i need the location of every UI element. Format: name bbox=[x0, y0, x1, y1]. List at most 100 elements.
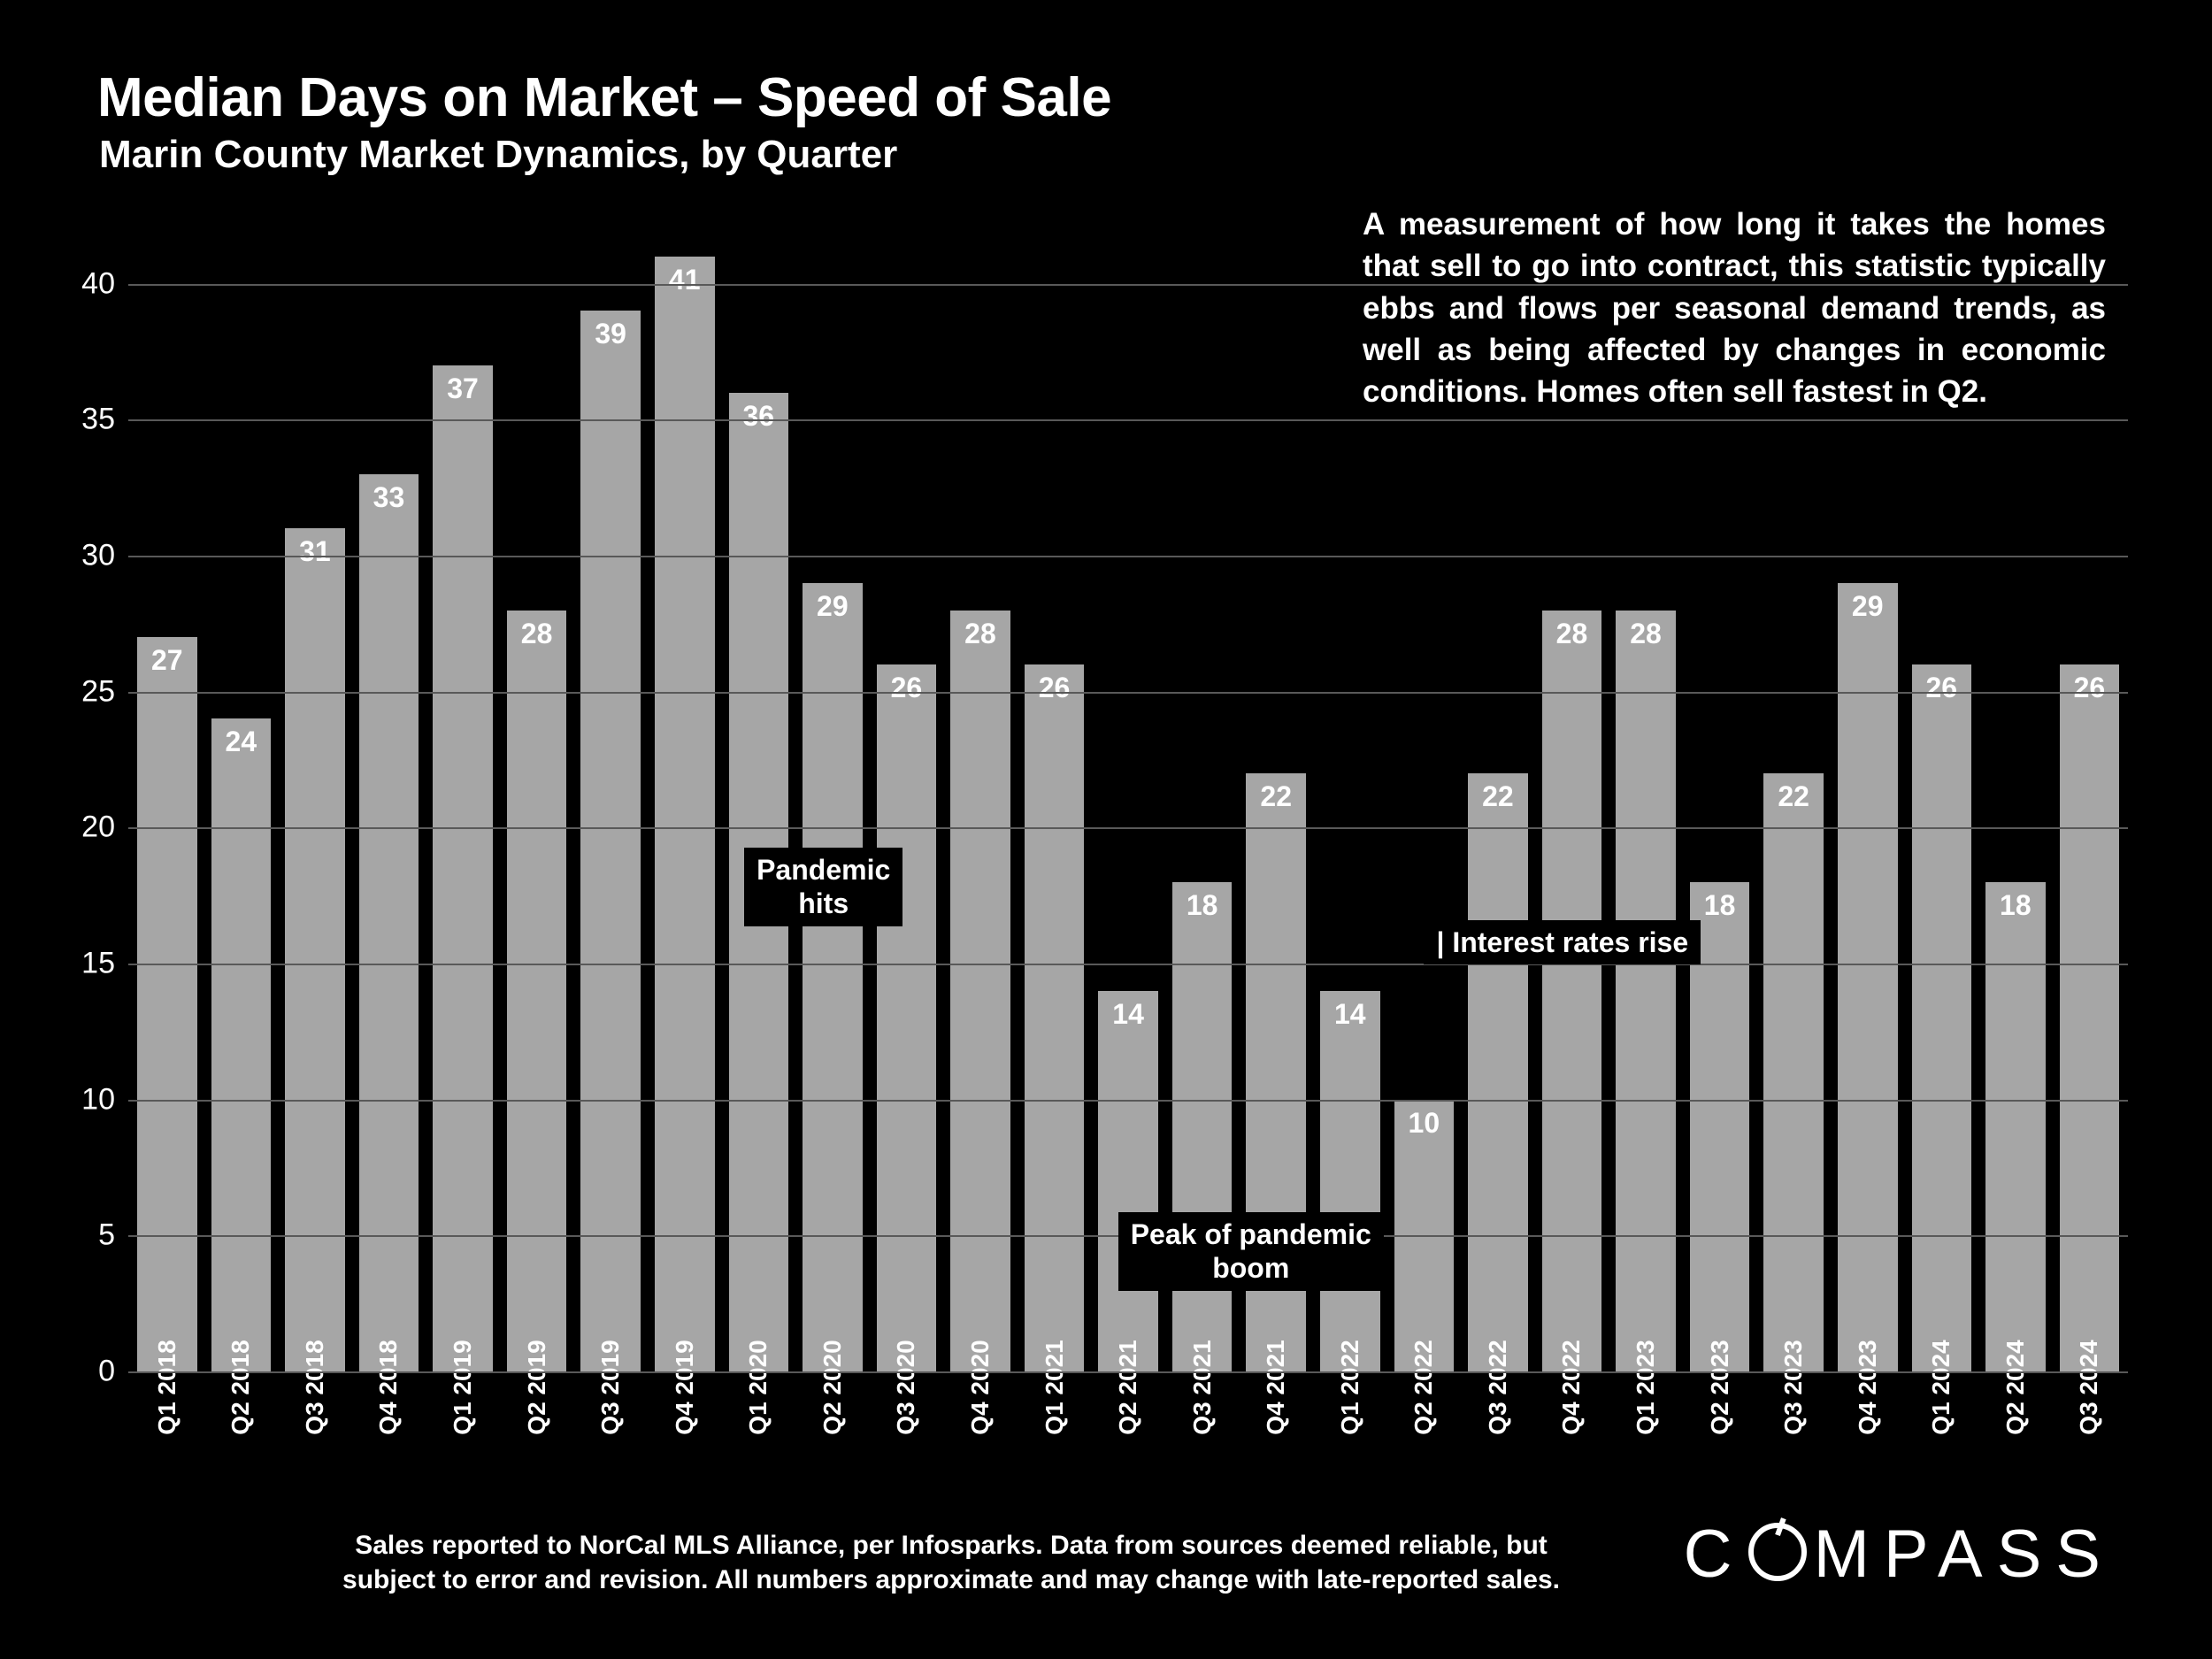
gridline bbox=[128, 692, 2128, 694]
bar: 18 bbox=[1172, 882, 1233, 1371]
bar-slot: 14Q1 2022 bbox=[1320, 257, 1380, 1371]
plot-area: 27Q1 201824Q2 201831Q3 201833Q4 201837Q1… bbox=[128, 257, 2128, 1371]
x-axis-label: Q2 2021 bbox=[1114, 1340, 1142, 1434]
bar-value-label: 18 bbox=[1704, 889, 1736, 922]
bar: 26 bbox=[1912, 664, 1972, 1371]
y-axis-label: 5 bbox=[98, 1218, 115, 1253]
bar-chart: 0510152025303540 27Q1 201824Q2 201831Q3 … bbox=[71, 257, 2132, 1371]
x-axis-label: Q1 2022 bbox=[1336, 1340, 1364, 1434]
bar: 26 bbox=[2060, 664, 2120, 1371]
bar: 26 bbox=[1025, 664, 1085, 1371]
bar: 14 bbox=[1320, 991, 1380, 1371]
bar-value-label: 26 bbox=[891, 672, 923, 704]
bar-value-label: 14 bbox=[1112, 998, 1144, 1031]
bar-value-label: 33 bbox=[373, 481, 405, 514]
x-axis-label: Q1 2019 bbox=[449, 1340, 477, 1434]
x-axis-label: Q2 2018 bbox=[227, 1340, 255, 1434]
bar: 29 bbox=[803, 583, 863, 1371]
compass-icon bbox=[1748, 1523, 1807, 1581]
bar-value-label: 27 bbox=[151, 644, 183, 677]
gridline bbox=[128, 556, 2128, 557]
x-axis-label: Q3 2022 bbox=[1484, 1340, 1512, 1434]
gridline bbox=[128, 1100, 2128, 1102]
gridline bbox=[128, 284, 2128, 286]
y-axis-label: 15 bbox=[81, 947, 115, 981]
bar-slot: 28Q4 2020 bbox=[950, 257, 1010, 1371]
bar-value-label: 39 bbox=[595, 318, 626, 350]
x-axis-label: Q1 2023 bbox=[1632, 1340, 1660, 1434]
bar-slot: 26Q3 2024 bbox=[2060, 257, 2120, 1371]
bar-slot: 18Q3 2021 bbox=[1172, 257, 1233, 1371]
bar-slot: 39Q3 2019 bbox=[580, 257, 641, 1371]
gridline bbox=[128, 827, 2128, 829]
bar-value-label: 26 bbox=[1039, 672, 1071, 704]
bar: 28 bbox=[950, 611, 1010, 1371]
bar: 29 bbox=[1838, 583, 1898, 1371]
bar-slot: 31Q3 2018 bbox=[285, 257, 345, 1371]
y-axis-label: 30 bbox=[81, 539, 115, 573]
bar-slot: 10Q2 2022 bbox=[1394, 257, 1455, 1371]
y-axis-label: 20 bbox=[81, 810, 115, 845]
bar-value-label: 29 bbox=[1852, 590, 1884, 623]
bar-value-label: 22 bbox=[1778, 780, 1809, 813]
gridline bbox=[128, 1371, 2128, 1373]
logo-letter: C bbox=[1684, 1516, 1747, 1593]
y-axis-label: 10 bbox=[81, 1082, 115, 1117]
bar-slot: 41Q4 2019 bbox=[655, 257, 715, 1371]
bar-value-label: 22 bbox=[1482, 780, 1514, 813]
bar-value-label: 26 bbox=[2074, 672, 2106, 704]
bar: 24 bbox=[211, 718, 272, 1371]
chart-annotation: Pandemichits bbox=[744, 848, 902, 926]
x-axis-label: Q3 2021 bbox=[1188, 1340, 1217, 1434]
x-axis-label: Q4 2018 bbox=[374, 1340, 403, 1434]
x-axis-label: Q3 2023 bbox=[1779, 1340, 1808, 1434]
chart-title: Median Days on Market – Speed of Sale bbox=[97, 66, 1111, 129]
bar-slot: 28Q4 2022 bbox=[1542, 257, 1602, 1371]
bar-slot: 22Q4 2021 bbox=[1246, 257, 1306, 1371]
gridline bbox=[128, 964, 2128, 965]
bar: 28 bbox=[1542, 611, 1602, 1371]
x-axis-label: Q2 2022 bbox=[1409, 1340, 1438, 1434]
x-axis-label: Q1 2021 bbox=[1041, 1340, 1069, 1434]
bar-slot: 26Q1 2024 bbox=[1912, 257, 1972, 1371]
gridline bbox=[128, 419, 2128, 421]
x-axis-label: Q1 2020 bbox=[744, 1340, 772, 1434]
x-axis-label: Q2 2024 bbox=[2001, 1340, 2030, 1434]
x-axis-label: Q2 2019 bbox=[523, 1340, 551, 1434]
bar-slot: 37Q1 2019 bbox=[433, 257, 493, 1371]
bar-slot: 28Q2 2019 bbox=[507, 257, 567, 1371]
x-axis-label: Q4 2020 bbox=[966, 1340, 995, 1434]
bar-value-label: 10 bbox=[1409, 1107, 1440, 1140]
footnote-text: Sales reported to NorCal MLS Alliance, p… bbox=[319, 1528, 1584, 1597]
bar-value-label: 14 bbox=[1334, 998, 1366, 1031]
x-axis-label: Q3 2020 bbox=[892, 1340, 920, 1434]
bar: 31 bbox=[285, 528, 345, 1371]
bar-slot: 29Q2 2020 bbox=[803, 257, 863, 1371]
chart-annotation: | Interest rates rise bbox=[1424, 920, 1701, 964]
compass-logo: C MPASS bbox=[1684, 1516, 2115, 1593]
bar: 28 bbox=[1616, 611, 1676, 1371]
x-axis-label: Q4 2019 bbox=[671, 1340, 699, 1434]
bar-slot: 28Q1 2023 bbox=[1616, 257, 1676, 1371]
x-axis-label: Q2 2023 bbox=[1706, 1340, 1734, 1434]
bar-value-label: 18 bbox=[1187, 889, 1218, 922]
bar-value-label: 28 bbox=[1630, 618, 1662, 650]
bar-value-label: 18 bbox=[2000, 889, 2032, 922]
x-axis-label: Q3 2019 bbox=[596, 1340, 625, 1434]
bar-slot: 18Q2 2023 bbox=[1690, 257, 1750, 1371]
bar: 27 bbox=[137, 637, 197, 1371]
bar-slot: 36Q1 2020 bbox=[729, 257, 789, 1371]
bar: 14 bbox=[1098, 991, 1158, 1371]
logo-letters: MPASS bbox=[1814, 1516, 2115, 1593]
bar-slot: 29Q4 2023 bbox=[1838, 257, 1898, 1371]
y-axis-label: 25 bbox=[81, 674, 115, 709]
bar: 18 bbox=[1985, 882, 2046, 1371]
bar-slot: 26Q3 2020 bbox=[877, 257, 937, 1371]
chart-subtitle: Marin County Market Dynamics, by Quarter bbox=[99, 133, 897, 177]
y-axis-label: 40 bbox=[81, 266, 115, 301]
x-axis-label: Q3 2024 bbox=[2075, 1340, 2103, 1434]
chart-annotation: Peak of pandemicboom bbox=[1118, 1212, 1384, 1291]
bar-slot: 24Q2 2018 bbox=[211, 257, 272, 1371]
x-axis-label: Q4 2021 bbox=[1262, 1340, 1290, 1434]
bar-value-label: 29 bbox=[817, 590, 849, 623]
